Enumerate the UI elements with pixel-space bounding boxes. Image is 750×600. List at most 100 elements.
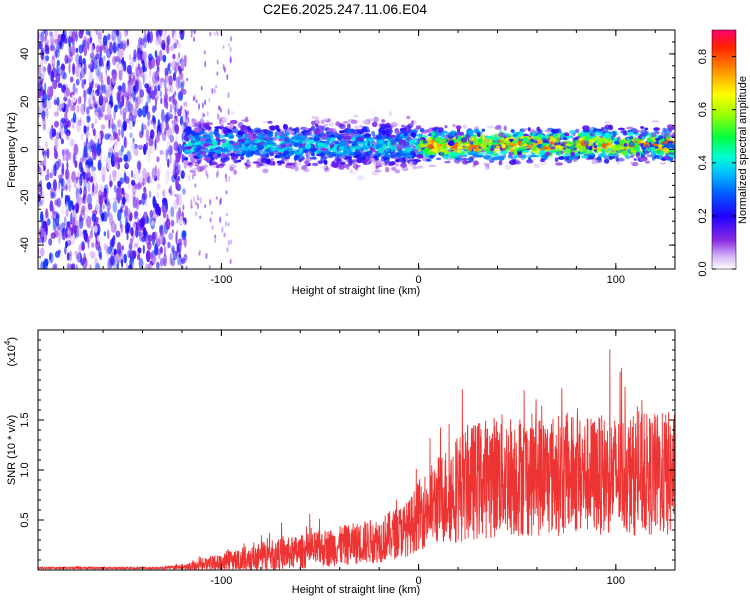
noise-blob xyxy=(155,40,160,53)
signal-blob xyxy=(270,158,274,161)
noise-blob xyxy=(138,95,143,105)
signal-blob xyxy=(527,154,531,158)
signal-blob xyxy=(188,154,195,158)
noise-blob xyxy=(83,61,87,75)
noise-blob xyxy=(173,42,178,49)
noise-blob xyxy=(225,190,228,195)
signal-blob xyxy=(310,156,317,160)
noise-blob xyxy=(64,54,69,64)
noise-blob xyxy=(49,31,53,37)
noise-blob xyxy=(55,72,61,83)
noise-blob xyxy=(95,30,99,36)
signal-blob xyxy=(225,149,229,152)
noise-blob xyxy=(54,98,58,106)
signal-blob xyxy=(351,161,359,165)
signal-blob xyxy=(442,154,449,160)
signal-blob xyxy=(447,149,454,152)
signal-blob xyxy=(218,163,226,167)
noise-blob xyxy=(93,98,97,108)
signal-blob xyxy=(304,143,311,149)
noise-blob xyxy=(156,261,160,269)
signal-blob xyxy=(467,151,475,156)
signal-blob xyxy=(358,142,364,147)
noise-blob xyxy=(143,32,148,43)
signal-blob xyxy=(631,162,639,167)
signal-blob xyxy=(239,141,244,145)
signal-blob xyxy=(215,153,223,159)
noise-blob xyxy=(76,192,82,202)
noise-blob xyxy=(47,127,53,137)
signal-blob xyxy=(206,133,211,136)
signal-blob xyxy=(329,122,335,127)
noise-blob xyxy=(195,99,198,104)
signal-blob xyxy=(597,138,605,143)
noise-blob xyxy=(177,152,182,159)
signal-blob xyxy=(657,135,664,140)
signal-blob xyxy=(185,128,193,134)
signal-blob xyxy=(359,154,364,159)
signal-blob xyxy=(364,133,371,138)
noise-blob xyxy=(156,238,161,247)
signal-blob xyxy=(491,156,499,161)
signal-blob xyxy=(630,154,634,158)
noise-blob xyxy=(133,97,138,103)
signal-blob xyxy=(512,134,518,137)
noise-blob xyxy=(73,143,79,156)
signal-blob xyxy=(520,154,525,161)
signal-blob xyxy=(209,152,214,155)
noise-blob xyxy=(198,249,201,256)
noise-blob xyxy=(78,63,82,74)
noise-blob xyxy=(158,215,163,226)
noise-blob xyxy=(70,234,75,245)
noise-blob xyxy=(135,101,139,109)
noise-blob xyxy=(170,206,175,218)
signal-blob xyxy=(617,157,625,162)
noise-blob xyxy=(101,212,105,222)
signal-blob xyxy=(429,145,435,149)
signal-blob xyxy=(216,140,221,146)
signal-blob xyxy=(601,133,605,137)
noise-blob xyxy=(65,129,71,137)
signal-blob xyxy=(575,144,583,149)
noise-blob xyxy=(150,219,156,226)
signal-blob xyxy=(579,132,584,137)
noise-blob xyxy=(132,137,135,144)
noise-blob xyxy=(65,184,68,191)
figure-title: C2E6.2025.247.11.06.E04 xyxy=(263,1,427,17)
signal-blob xyxy=(293,148,298,152)
noise-blob xyxy=(136,237,139,245)
noise-blob xyxy=(179,30,182,35)
signal-blob xyxy=(433,141,438,148)
noise-blob xyxy=(90,251,96,259)
y-tick-label: 0.5 xyxy=(19,512,31,527)
noise-blob xyxy=(168,75,173,86)
noise-blob xyxy=(116,94,121,103)
signal-blob xyxy=(349,169,353,174)
signal-blob xyxy=(315,134,319,139)
noise-blob xyxy=(195,211,198,216)
signal-blob xyxy=(666,142,673,147)
noise-blob xyxy=(179,215,183,225)
signal-blob xyxy=(631,150,637,155)
signal-blob xyxy=(455,125,462,130)
signal-blob xyxy=(433,137,441,142)
signal-blob xyxy=(377,147,384,154)
signal-blob xyxy=(341,133,350,139)
noise-blob xyxy=(95,142,100,151)
signal-blob xyxy=(242,150,248,155)
signal-blob xyxy=(260,158,267,164)
noise-blob xyxy=(70,36,73,43)
signal-blob xyxy=(240,124,247,131)
noise-blob xyxy=(42,101,47,109)
noise-blob xyxy=(180,120,183,125)
noise-blob xyxy=(75,47,79,54)
noise-blob xyxy=(178,256,181,266)
noise-blob xyxy=(104,133,110,140)
noise-blob xyxy=(184,253,187,258)
noise-blob xyxy=(120,250,124,261)
signal-blob xyxy=(338,130,345,134)
noise-blob xyxy=(118,63,123,71)
noise-blob xyxy=(44,42,49,55)
signal-blob xyxy=(295,155,301,161)
noise-blob xyxy=(151,77,156,85)
